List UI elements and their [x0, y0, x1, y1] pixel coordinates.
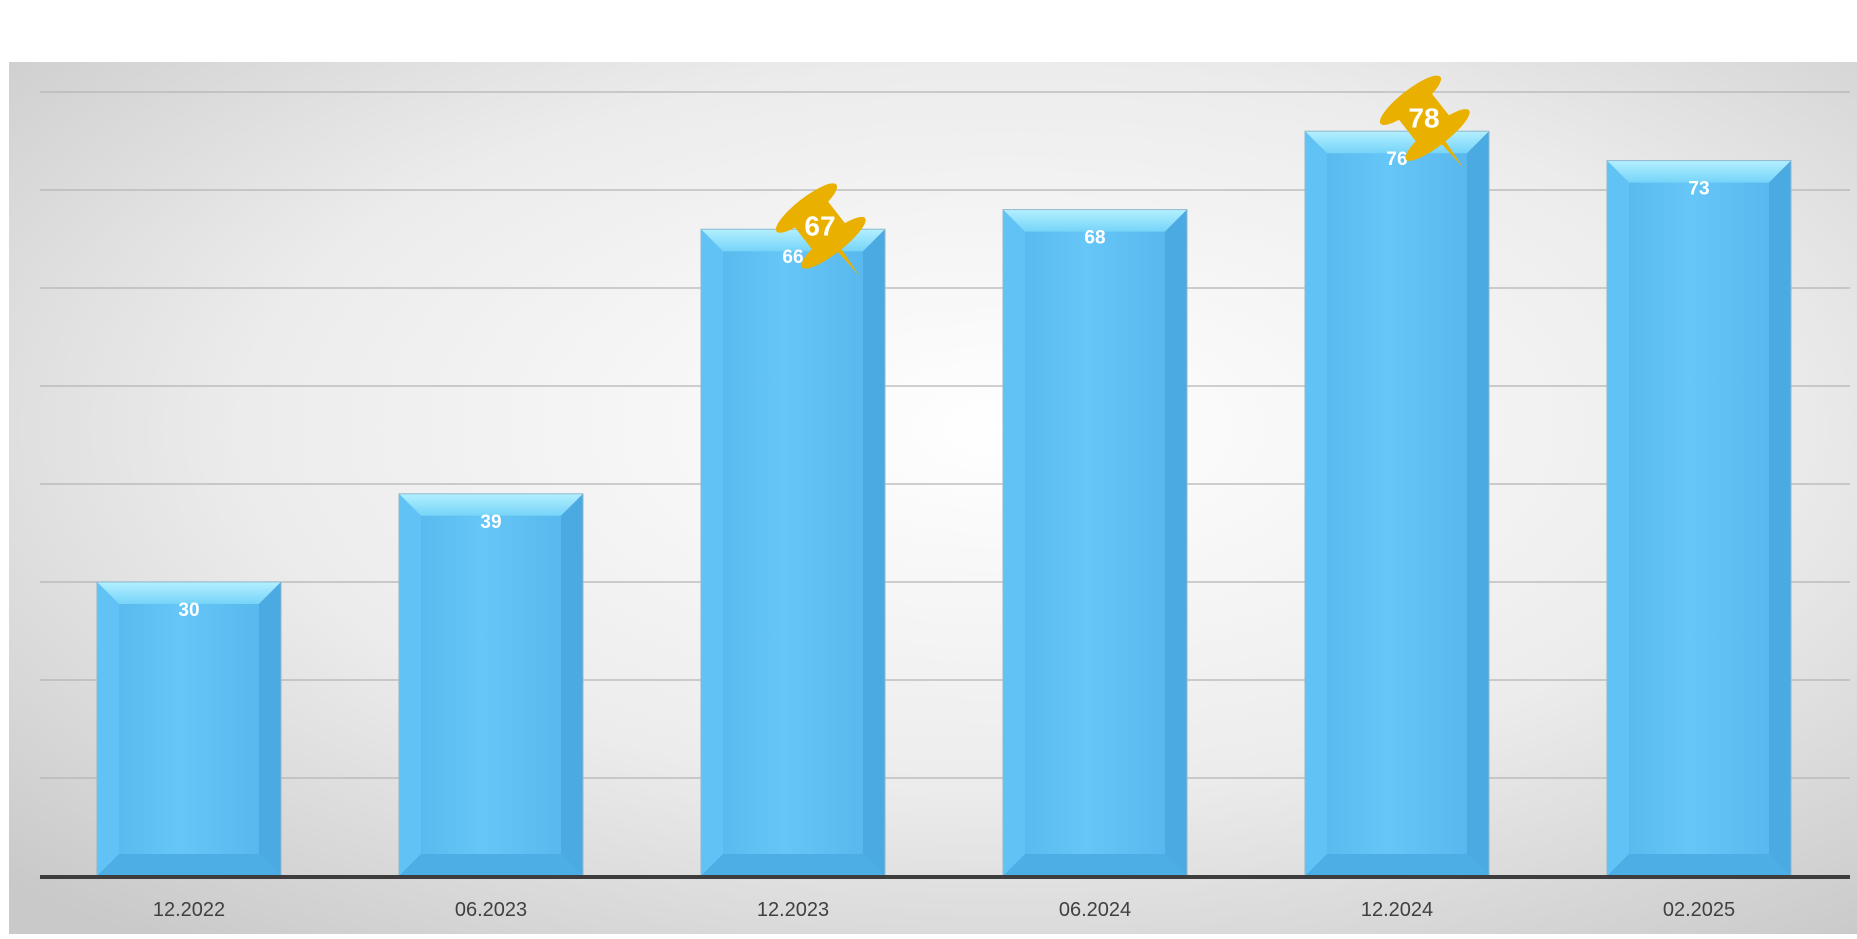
bar-bevel-bottom — [1305, 854, 1489, 876]
annotation-label: 67 — [804, 210, 835, 241]
bar-body — [1003, 209, 1187, 877]
bar-bevel-left — [399, 493, 421, 876]
pin-head — [1379, 75, 1442, 125]
pin-body — [792, 198, 851, 256]
bar-body — [1607, 160, 1791, 877]
bar — [96, 581, 282, 877]
pushpin-icon — [775, 183, 866, 276]
x-tick-label: 12.2022 — [153, 899, 225, 921]
bar-bevel-right — [561, 493, 583, 876]
bar — [700, 228, 886, 877]
bar-bevel-bottom — [97, 854, 281, 876]
x-tick-label: 02.2025 — [1663, 899, 1735, 921]
bar — [1002, 209, 1188, 877]
bar-bevel-left — [1305, 131, 1327, 876]
bar-bevel-top — [1003, 209, 1187, 232]
data-label: 68 — [1084, 228, 1105, 249]
x-axis: 12.2022 06.2023 12.2023 06.2024 12.2024 02.20… — [40, 875, 1850, 921]
bar-bevel-bottom — [399, 854, 583, 876]
gridlines — [40, 91, 1850, 779]
bar-body — [701, 229, 885, 876]
bar-body — [97, 582, 281, 876]
x-tick-label: 06.2024 — [1059, 899, 1131, 921]
bar-bevel-right — [863, 229, 885, 876]
bar-bevel-top — [399, 493, 583, 516]
x-tick-label: 12.2024 — [1361, 899, 1433, 921]
bar-bevel-top — [1607, 160, 1791, 183]
bar-bevel-bottom — [1003, 854, 1187, 876]
bar-bevel-right — [1165, 209, 1187, 877]
bar-bevel-bottom — [1607, 854, 1791, 876]
x-tick-label: 12.2023 — [757, 899, 829, 921]
data-label: 76 — [1386, 149, 1407, 170]
pushpin-icon — [1379, 75, 1470, 169]
bar-body — [1305, 131, 1489, 876]
bar-bevel-right — [1467, 131, 1489, 876]
bar-bevel-left — [97, 582, 119, 876]
bar-bevel-left — [1003, 209, 1025, 877]
bar — [1606, 160, 1792, 877]
annotations: 67 78 — [775, 75, 1470, 276]
bar-bevel-bottom — [701, 854, 885, 876]
bar-bevel-right — [1769, 160, 1791, 877]
pin-body — [1396, 90, 1455, 148]
data-label: 39 — [480, 512, 501, 533]
bar-bevel-left — [701, 229, 723, 876]
annotation-label: 78 — [1408, 103, 1439, 134]
bar — [398, 493, 584, 877]
data-label: 66 — [782, 247, 803, 268]
data-label: 30 — [178, 600, 199, 621]
bar-bevel-right — [259, 582, 281, 876]
bar-bevel-left — [1607, 160, 1629, 877]
data-label: 73 — [1688, 179, 1709, 200]
bar-body — [399, 493, 583, 876]
bars: 30 39 66 68 76 73 — [96, 130, 1792, 877]
bar — [1304, 130, 1490, 877]
plot-background — [9, 62, 1857, 934]
x-tick-label: 06.2023 — [455, 899, 527, 921]
bar-bevel-top — [97, 582, 281, 604]
pin-head — [775, 183, 838, 233]
